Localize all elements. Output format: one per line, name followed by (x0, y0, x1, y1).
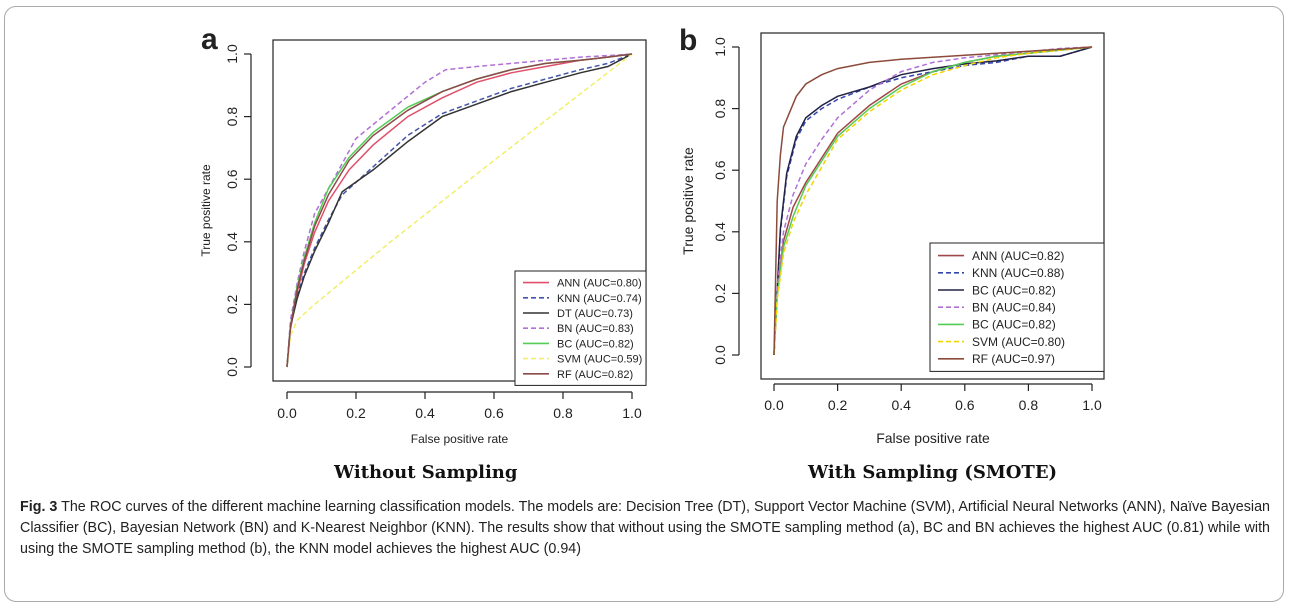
panel-a-series-line-4 (286, 53, 633, 368)
panel-b-x-tick-label: 0.0 (764, 397, 784, 413)
panel-b-series-line-7 (773, 46, 1093, 356)
panel-a-x-tick-label: 0.8 (553, 405, 573, 421)
panel-a-legend-label: ANN (AUC=0.80) (557, 278, 642, 290)
panel-b-y-tick-label: 0.8 (712, 99, 728, 119)
panel-b-y-tick-label: 1.0 (712, 37, 728, 57)
panel-b-y-axis-label: True positive rate (680, 147, 696, 255)
panel-b-legend-label: RF (AUC=0.97) (972, 352, 1055, 366)
panel-a-y-axis-label: True positive rate (199, 164, 213, 257)
panel-a-y-tick-label: 0.8 (224, 107, 240, 127)
panel-b-y-tick-label: 0.6 (712, 160, 728, 180)
panel-b-x-tick-label: 0.6 (955, 397, 975, 413)
figure-frame (4, 6, 1284, 602)
panel-a-x-tick-label: 0.0 (277, 405, 297, 421)
panel-a-plot-frame (272, 39, 647, 382)
panel-b-x-tick-label: 0.4 (891, 397, 911, 413)
chart-subtitle-b: With Sampling (SMOTE) (808, 462, 1058, 483)
panel-b-series-line-3 (773, 46, 1093, 356)
chart-subtitle-a: Without Sampling (334, 462, 518, 483)
figure-caption: Fig. 3 The ROC curves of the different m… (20, 497, 1270, 560)
panel-b-legend-label: ANN (AUC=0.82) (972, 249, 1064, 263)
panel-a-x-tick-label: 1.0 (622, 405, 642, 421)
panel-a-y-tick-label: 1.0 (224, 44, 240, 64)
panel-b-legend-label: KNN (AUC=0.88) (972, 266, 1064, 280)
panel-b-x-axis-label: False positive rate (876, 430, 990, 446)
panel-b-panel-label: b (679, 24, 697, 57)
panel-a-series-line-3 (286, 53, 633, 368)
panel-a-legend-label: KNN (AUC=0.74) (557, 293, 642, 305)
caption-text: The ROC curves of the different machine … (20, 499, 1270, 557)
panel-a-legend-label: SVM (AUC=0.59) (557, 354, 642, 366)
panel-b-legend-label: BC (AUC=0.82) (972, 318, 1056, 332)
panel-a-legend-label: BC (AUC=0.82) (557, 338, 634, 350)
panel-b-legend-label: BN (AUC=0.84) (972, 301, 1056, 315)
panel-b-legend-label: SVM (AUC=0.80) (972, 335, 1065, 349)
panel-a-y-tick-label: 0.0 (224, 357, 240, 377)
panel-a-x-tick-label: 0.6 (484, 405, 504, 421)
roc-chart-with-smote: b 0.0 0.2 0.4 0.6 0.8 1.0 0.0 0.2 0.4 0.6 0.8 1.0 Fal… (679, 24, 1105, 446)
panel-a-y-tick-label: 0.4 (224, 232, 240, 252)
panel-a-y-tick-label: 0.2 (224, 294, 240, 314)
panel-a-series-line-7 (286, 53, 633, 368)
roc-chart-without-sampling: a 0.0 0.2 0.4 0.6 0.8 1.0 0.0 0.2 0.4 0.6 0.8 1.0 Fal… (199, 23, 647, 446)
panel-a-series-line-2 (286, 53, 633, 368)
panel-a-x-axis-label: False positive rate (411, 432, 509, 446)
panel-a-x-tick-label: 0.4 (415, 405, 435, 421)
panel-b-y-tick-label: 0.2 (712, 283, 728, 303)
panel-b-legend-label: BC (AUC=0.82) (972, 283, 1056, 297)
panel-a-panel-label: a (201, 23, 218, 56)
panel-a-legend-label: RF (AUC=0.82) (557, 369, 633, 381)
panel-a-x-tick-label: 0.2 (346, 405, 366, 421)
panel-b-x-tick-label: 0.8 (1019, 397, 1039, 413)
panel-b-series-line-6 (773, 46, 1093, 356)
panel-a-legend-label: DT (AUC=0.73) (557, 308, 633, 320)
panel-b-y-tick-label: 0.0 (712, 345, 728, 365)
panel-b-x-tick-label: 0.2 (828, 397, 848, 413)
panel-b-x-tick-label: 1.0 (1082, 397, 1102, 413)
caption-label: Fig. 3 (20, 499, 58, 515)
panel-b-plot-frame (760, 32, 1105, 380)
panel-a-legend-label: BN (AUC=0.83) (557, 323, 634, 335)
panel-b-y-tick-label: 0.4 (712, 222, 728, 242)
panel-a-y-tick-label: 0.6 (224, 169, 240, 189)
panel-a-legend-box (514, 270, 647, 386)
